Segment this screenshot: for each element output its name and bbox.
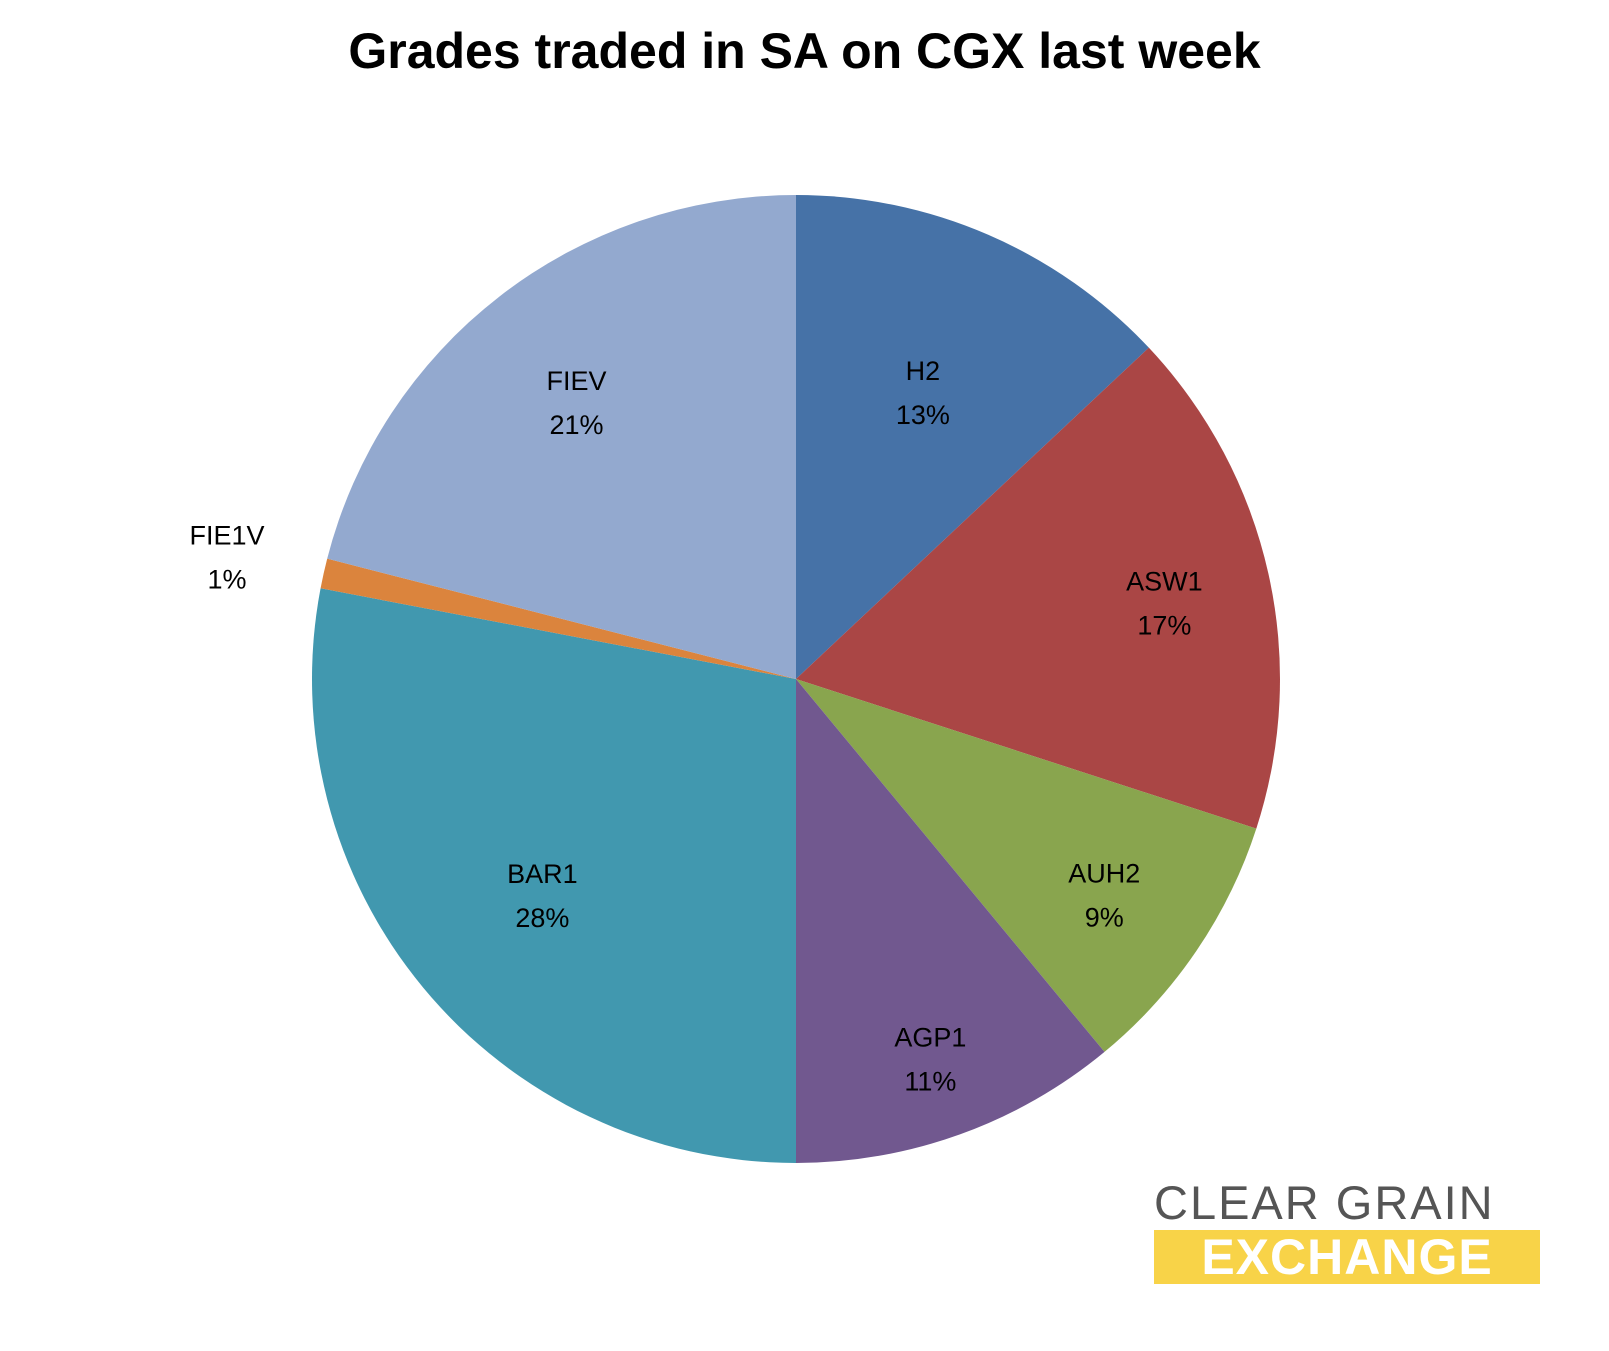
pie-slice-h2	[796, 195, 1149, 679]
slice-label-h2: H2	[906, 356, 941, 386]
slice-label-asw1: ASW1	[1126, 567, 1203, 597]
pie-slice-agp1	[796, 679, 1105, 1163]
pie-slice-fie1v	[320, 558, 796, 679]
slice-percent-agp1: 11%	[904, 1066, 956, 1096]
slice-percent-bar1: 28%	[515, 903, 569, 933]
slice-percent-fiev: 21%	[549, 410, 603, 440]
chart-title: Grades traded in SA on CGX last week	[348, 23, 1261, 79]
slice-label-fiev: FIEV	[546, 366, 606, 396]
logo-line-2: EXCHANGE	[1154, 1230, 1540, 1284]
pie-slice-fiev	[327, 195, 796, 679]
slice-percent-fie1v: 1%	[207, 565, 246, 595]
slice-percent-auh2: 9%	[1085, 902, 1124, 932]
clear-grain-exchange-logo: CLEAR GRAIN EXCHANGE	[1154, 1178, 1540, 1284]
pie-slice-bar1	[312, 588, 796, 1163]
pie-slices	[312, 195, 1280, 1163]
slice-label-fie1v: FIE1V	[189, 521, 264, 551]
slice-label-bar1: BAR1	[507, 859, 578, 889]
slice-percent-asw1: 17%	[1137, 611, 1191, 641]
slice-label-auh2: AUH2	[1068, 858, 1140, 888]
slice-label-agp1: AGP1	[894, 1022, 966, 1052]
slice-percent-h2: 13%	[896, 400, 950, 430]
logo-line-1: CLEAR GRAIN	[1154, 1176, 1495, 1229]
pie-slice-auh2	[796, 679, 1257, 1052]
pie-slice-asw1	[796, 347, 1280, 829]
pie-data-labels: H2 13% ASW1 17% AUH2 9% AGP1 11% BAR1 28% FIE1V 1% F…	[189, 356, 1202, 1097]
